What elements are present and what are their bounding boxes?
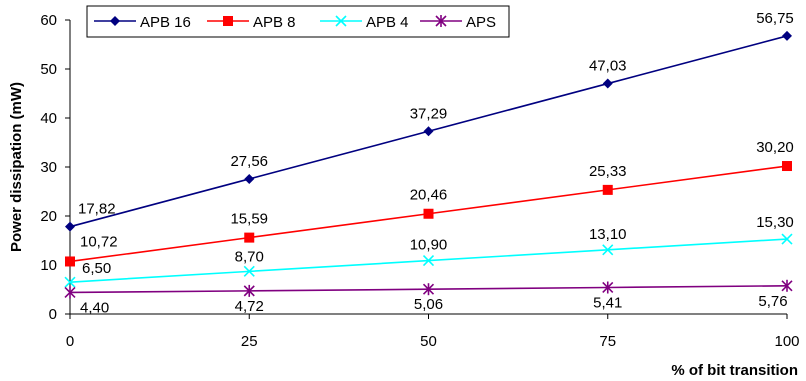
data-label-layer: 17,82 27,56 37,29 47,03 56,75 10,72 15,59 20,46… bbox=[78, 10, 794, 317]
x-tick-label: 0 bbox=[66, 333, 74, 350]
data-label-apb-4: 6,50 bbox=[82, 260, 111, 277]
data-point-apb-4 bbox=[64, 276, 76, 288]
legend-marker-apb-4 bbox=[335, 15, 347, 27]
data-label-apb-8: 20,46 bbox=[410, 187, 448, 204]
data-label-apb-16: 47,03 bbox=[589, 58, 627, 75]
data-label-apb-4: 15,30 bbox=[756, 214, 794, 231]
data-point-apb-4 bbox=[243, 265, 255, 277]
data-point-aps bbox=[602, 281, 614, 294]
x-tick-label: 25 bbox=[241, 333, 258, 350]
series-apb-8 bbox=[65, 161, 792, 267]
data-point-apb-8 bbox=[782, 161, 792, 172]
data-point-aps bbox=[422, 283, 435, 296]
data-point-apb-4 bbox=[781, 233, 793, 245]
legend-item-apb-16: APB 16 bbox=[94, 14, 191, 31]
x-axis-title: % of bit transition bbox=[671, 362, 798, 379]
data-point-apb-16 bbox=[602, 78, 613, 89]
data-point-aps bbox=[243, 284, 255, 297]
series-apb-4 bbox=[64, 233, 793, 288]
data-label-apb-4: 10,90 bbox=[410, 237, 448, 254]
data-point-apb-16 bbox=[244, 173, 255, 184]
data-label-aps: 4,72 bbox=[235, 298, 264, 315]
data-label-aps: 4,40 bbox=[80, 299, 109, 316]
legend-label-apb-16: APB 16 bbox=[140, 14, 191, 31]
data-point-apb-16 bbox=[782, 30, 792, 41]
legend-label-apb-4: APB 4 bbox=[366, 14, 409, 31]
y-tick-label: 10 bbox=[40, 257, 57, 274]
data-point-apb-16 bbox=[423, 126, 434, 137]
y-tick-label: 30 bbox=[40, 159, 57, 176]
data-label-aps: 5,76 bbox=[758, 293, 787, 310]
data-point-apb-8 bbox=[602, 184, 613, 195]
data-point-aps bbox=[781, 279, 793, 292]
data-point-apb-4 bbox=[422, 255, 435, 267]
chart-axes: 0 10 20 30 40 50 60 0 25 50 75 100 bbox=[40, 12, 799, 350]
y-tick-label: 20 bbox=[40, 208, 57, 225]
x-tick-label: 100 bbox=[774, 333, 799, 350]
data-label-apb-16: 37,29 bbox=[410, 105, 448, 122]
y-axis-title: Power dissipation (mW) bbox=[8, 82, 25, 252]
data-label-apb-4: 13,10 bbox=[589, 226, 627, 243]
data-label-apb-8: 25,33 bbox=[589, 163, 627, 180]
legend-marker-apb-8 bbox=[223, 16, 233, 26]
data-label-aps: 5,06 bbox=[414, 296, 443, 313]
legend-marker-aps bbox=[435, 15, 447, 27]
data-label-apb-4: 8,70 bbox=[235, 248, 264, 265]
data-point-apb-8 bbox=[65, 256, 75, 267]
legend-label-aps: APS bbox=[466, 14, 496, 31]
legend-item-apb-8: APB 8 bbox=[207, 14, 296, 31]
y-tick-label: 0 bbox=[49, 306, 57, 323]
x-tick-label: 50 bbox=[420, 333, 437, 350]
y-tick-label: 50 bbox=[40, 61, 57, 78]
series-aps bbox=[64, 279, 793, 299]
data-point-apb-8 bbox=[244, 232, 255, 243]
data-label-apb-8: 15,59 bbox=[230, 211, 268, 228]
series-apb-16 bbox=[65, 30, 792, 232]
legend-item-aps: APS bbox=[420, 14, 496, 31]
data-label-apb-16: 17,82 bbox=[78, 201, 116, 218]
legend-marker-apb-16 bbox=[110, 16, 120, 26]
data-point-aps bbox=[64, 286, 76, 299]
x-tick-label: 75 bbox=[599, 333, 616, 350]
data-label-apb-8: 10,72 bbox=[80, 233, 118, 250]
data-label-apb-8: 30,20 bbox=[756, 139, 794, 156]
legend-item-apb-4: APB 4 bbox=[320, 14, 409, 31]
series-layer bbox=[64, 30, 793, 299]
data-point-apb-4 bbox=[602, 244, 614, 256]
data-point-apb-16 bbox=[65, 221, 75, 232]
data-label-apb-16: 27,56 bbox=[230, 153, 268, 170]
data-label-aps: 5,41 bbox=[593, 294, 622, 311]
y-tick-label: 60 bbox=[40, 12, 57, 29]
x-axis-ticks: 0 25 50 75 100 bbox=[66, 314, 800, 350]
data-point-apb-8 bbox=[423, 208, 434, 219]
data-label-apb-16: 56,75 bbox=[756, 10, 794, 27]
legend: APB 16 APB 8 APB 4 APS bbox=[86, 5, 510, 38]
y-axis-ticks: 0 10 20 30 40 50 60 bbox=[40, 12, 70, 323]
y-tick-label: 40 bbox=[40, 110, 57, 127]
legend-label-apb-8: APB 8 bbox=[253, 14, 296, 31]
